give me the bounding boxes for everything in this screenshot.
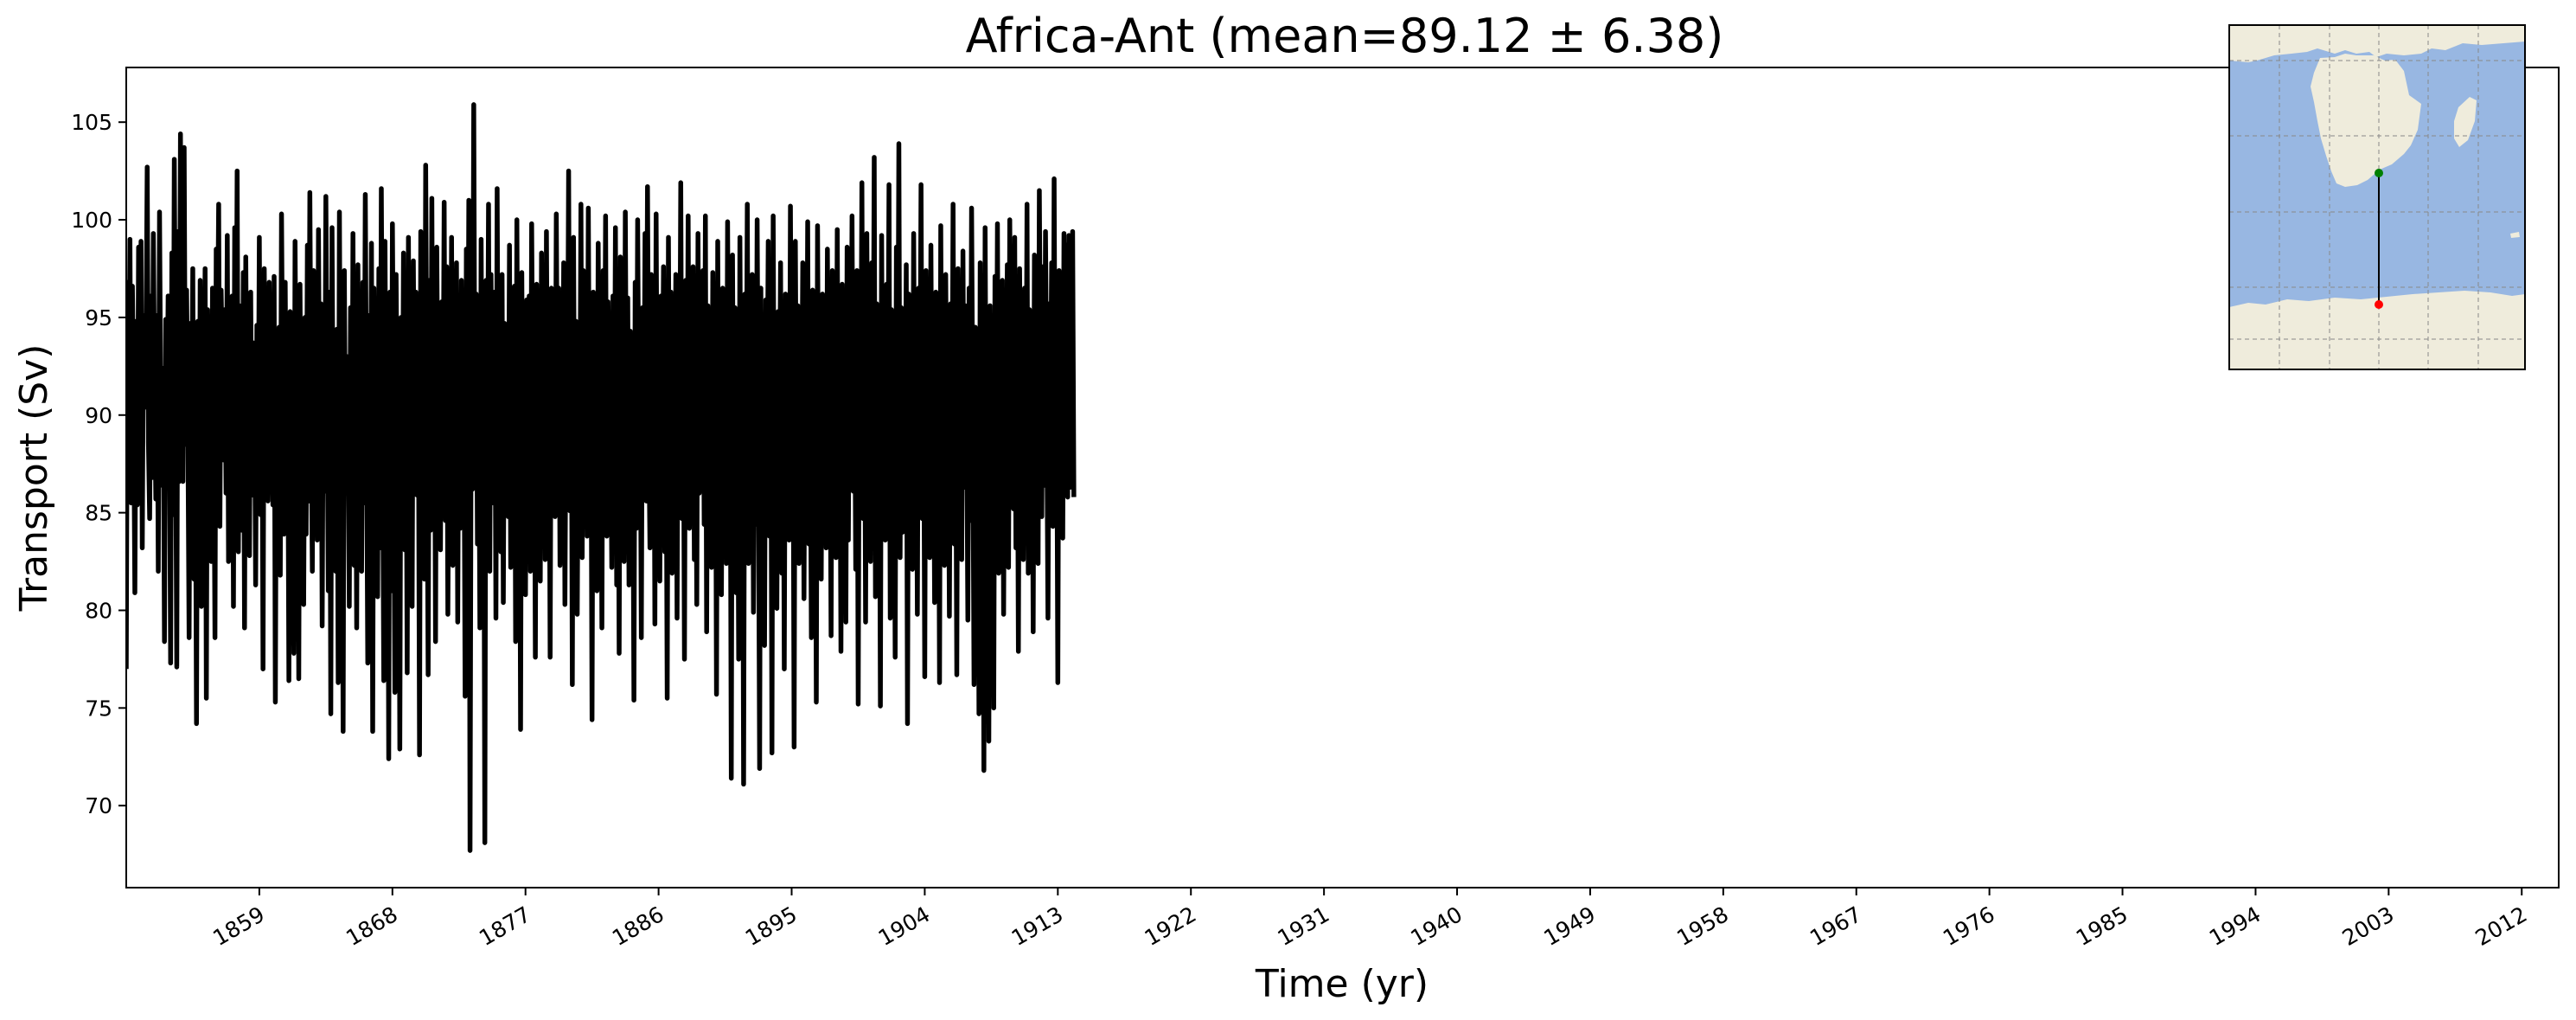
x-tick-label: 1931	[1274, 901, 1334, 951]
x-tick-label: 1967	[1806, 901, 1866, 951]
series-line	[126, 102, 1077, 853]
y-tick-label: 80	[85, 598, 112, 623]
x-tick-label: 1922	[1141, 901, 1201, 951]
x-tick-label: 1958	[1672, 901, 1733, 951]
x-tick-label: 1904	[874, 901, 935, 951]
x-tick-label: 2003	[2338, 901, 2399, 951]
y-tick-label: 90	[85, 403, 112, 428]
x-tick-label: 1859	[208, 901, 269, 951]
x-tick-label: 1886	[608, 901, 668, 951]
y-tick-label: 105	[71, 110, 112, 135]
map-frame	[2228, 24, 2526, 370]
x-tick-label: 1895	[741, 901, 802, 951]
x-axis: 1859 1868 1877 1886 1895 1904 1913 1922 1931 1940…	[208, 888, 2531, 951]
map-south-marker	[2375, 300, 2383, 309]
inset-map	[2228, 24, 2526, 370]
x-tick-label: 1994	[2205, 901, 2266, 951]
x-tick-label: 1976	[1939, 901, 1999, 951]
y-tick-label: 85	[85, 501, 112, 526]
x-tick-label: 1940	[1406, 901, 1467, 951]
y-axis: 70 75 80 85 90 95 100 105	[71, 110, 126, 818]
x-tick-label: 1868	[342, 901, 402, 951]
map-land-africa	[2229, 25, 2525, 62]
x-tick-label: 1985	[2072, 901, 2132, 951]
x-axis-title: Time (yr)	[1255, 962, 1429, 1006]
x-tick-label: 1877	[475, 901, 535, 951]
x-tick-label: 1949	[1539, 901, 1600, 951]
map-land-southern-africa	[2311, 54, 2421, 187]
y-tick-label: 95	[85, 305, 112, 330]
x-tick-label: 2012	[2471, 901, 2532, 951]
map-land-island	[2510, 232, 2520, 238]
x-tick-label: 1913	[1007, 901, 1068, 951]
y-tick-label: 100	[71, 208, 112, 233]
y-tick-label: 75	[85, 696, 112, 721]
map-north-marker	[2375, 169, 2383, 177]
map-land-madagascar	[2454, 97, 2477, 147]
y-tick-label: 70	[85, 793, 112, 818]
y-axis-title: Transport (Sv)	[12, 344, 56, 613]
chart-title: Africa-Ant (mean=89.12 ± 6.38)	[966, 9, 1724, 63]
map-land-antarctica	[2229, 291, 2525, 369]
